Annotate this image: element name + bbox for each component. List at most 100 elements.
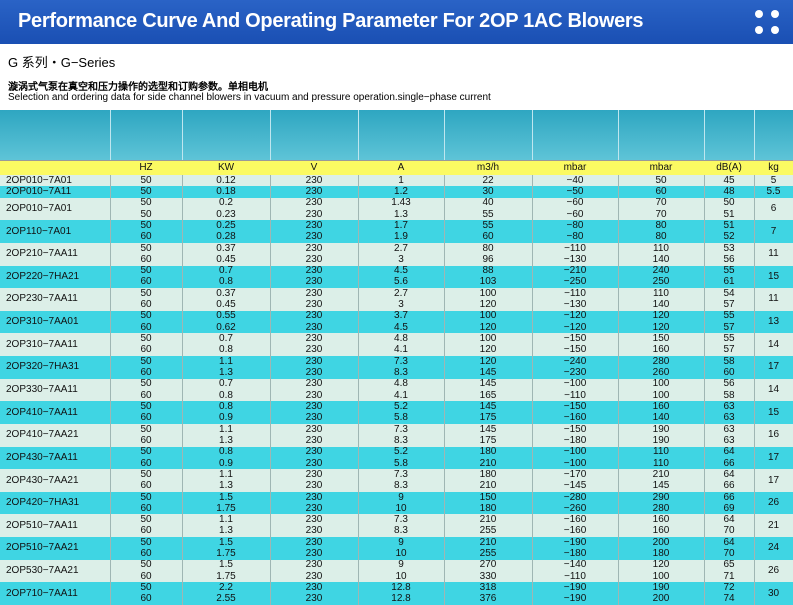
weight-value: 26	[767, 565, 780, 577]
weight-value: 24	[767, 542, 780, 554]
model-name: 2OP220−7HA21	[6, 270, 80, 282]
menu-dots-icon[interactable]	[749, 4, 785, 40]
table-cell: 150	[652, 333, 670, 345]
table-cell: 80	[655, 219, 667, 231]
table-cell: 60	[140, 434, 152, 446]
table-cell: 72	[723, 582, 735, 594]
model-row-group: 2OP210−7AA11 11 50 0.37 230 2.7 80 −110 110 53 60 0…	[0, 243, 793, 266]
table-cell: 5.2	[394, 400, 408, 412]
table-cell: 70	[655, 197, 667, 209]
table-cell: 60	[655, 185, 667, 197]
table-cell: 60	[140, 525, 152, 537]
table-cell: 210	[652, 468, 670, 480]
model-row-group: 2OP320−7HA31 17 50 1.1 230 7.3 120 −240 280 58 60 1…	[0, 356, 793, 379]
table-cell: 120	[652, 310, 670, 322]
table-cell: 61	[723, 276, 735, 288]
table-cell: 7.3	[394, 514, 408, 526]
header-divider	[444, 110, 445, 160]
table-cell: 0.9	[219, 457, 233, 469]
table-cell: 230	[305, 299, 323, 311]
table-cell: 190	[652, 582, 670, 594]
table-cell: 4.1	[394, 389, 408, 401]
table-cell: 50	[140, 378, 152, 390]
weight-value: 15	[767, 406, 780, 418]
table-cell: 230	[305, 525, 323, 537]
model-name: 2OP110−7A01	[6, 225, 72, 237]
table-cell: 180	[652, 548, 670, 560]
table-cell: 175	[479, 412, 497, 424]
table-cell: 7.3	[394, 423, 408, 435]
model-name: 2OP230−7AA11	[6, 293, 78, 305]
table-cell: 5.8	[394, 457, 408, 469]
table-cell: 230	[305, 208, 323, 220]
model-name: 2OP210−7AA11	[6, 248, 78, 260]
table-cell: 145	[479, 423, 497, 435]
table-cell: 57	[723, 321, 735, 333]
model-name: 2OP010−7A01	[6, 202, 72, 214]
table-cell: 12.8	[391, 593, 411, 605]
table-cell: 74	[723, 593, 735, 605]
table-cell: 50	[140, 333, 152, 345]
table-cell: 1.7	[394, 219, 408, 231]
table-cell: 56	[723, 378, 735, 390]
table-cell: −180	[563, 434, 587, 446]
table-cell: 63	[723, 400, 735, 412]
table-cell: 50	[140, 423, 152, 435]
model-row-group: 2OP420−7HA31 26 50 1.5 230 9 150 −280 290 66 60 1.7…	[0, 492, 793, 515]
table-cell: 50	[655, 174, 667, 186]
table-cell: 165	[479, 389, 497, 401]
weight-value: 17	[767, 361, 780, 373]
table-cell: 110	[653, 446, 669, 458]
table-cell: 210	[479, 457, 497, 469]
table-cell: 230	[305, 231, 323, 243]
table-cell: 180	[479, 468, 497, 480]
table-cell: 100	[652, 378, 670, 390]
table-cell: 30	[482, 185, 494, 197]
table-cell: 145	[479, 400, 497, 412]
table-cell: 2.7	[394, 287, 408, 299]
table-cell: 230	[305, 355, 323, 367]
page-title: Performance Curve And Operating Paramete…	[18, 10, 644, 32]
model-name: 2OP410−7AA21	[6, 429, 79, 441]
table-cell: 60	[140, 367, 152, 379]
table-cell: 60	[482, 231, 494, 243]
table-cell: 50	[140, 208, 152, 220]
parameter-table: 2OP010−7A01 5 50 0.12 230 1 22 −40 50 45 2OP010−7A…	[0, 175, 793, 605]
table-cell: 230	[305, 276, 323, 288]
model-row-group: 2OP230−7AA11 11 50 0.37 230 2.7 100 −110 110 54 60…	[0, 288, 793, 311]
table-cell: 230	[305, 502, 323, 514]
weight-value: 30	[767, 587, 780, 599]
table-cell: 50	[723, 197, 735, 209]
table-cell: 230	[305, 287, 323, 299]
table-cell: 50	[140, 400, 152, 412]
table-cell: 50	[140, 559, 152, 571]
table-cell: 230	[305, 400, 323, 412]
table-cell: 2.7	[394, 242, 408, 254]
table-cell: 7.3	[394, 468, 408, 480]
table-cell: 60	[140, 299, 152, 311]
table-cell: 160	[652, 400, 670, 412]
table-cell: 230	[305, 536, 323, 548]
unit-label: A	[397, 162, 405, 173]
table-cell: 0.12	[216, 174, 236, 186]
table-cell: 1.75	[216, 548, 236, 560]
table-cell: 8.3	[394, 525, 408, 537]
table-cell: 110	[653, 242, 669, 254]
table-cell: 280	[652, 355, 670, 367]
table-cell: −230	[563, 367, 587, 379]
table-cell: 80	[482, 242, 494, 254]
table-cell: 250	[652, 276, 670, 288]
table-cell: −130	[563, 253, 587, 265]
table-cell: 4.8	[394, 333, 408, 345]
table-cell: 50	[140, 582, 152, 594]
table-cell: 57	[723, 344, 735, 356]
table-cell: 110	[653, 287, 669, 299]
table-cell: 0.55	[216, 310, 236, 322]
table-cell: −150	[563, 333, 587, 345]
table-cell: 0.8	[219, 276, 233, 288]
table-cell: 8.3	[394, 367, 408, 379]
header-divider	[532, 110, 533, 160]
table-cell: 0.8	[219, 344, 233, 356]
table-cell: 120	[479, 321, 497, 333]
table-cell: −110	[564, 242, 586, 254]
